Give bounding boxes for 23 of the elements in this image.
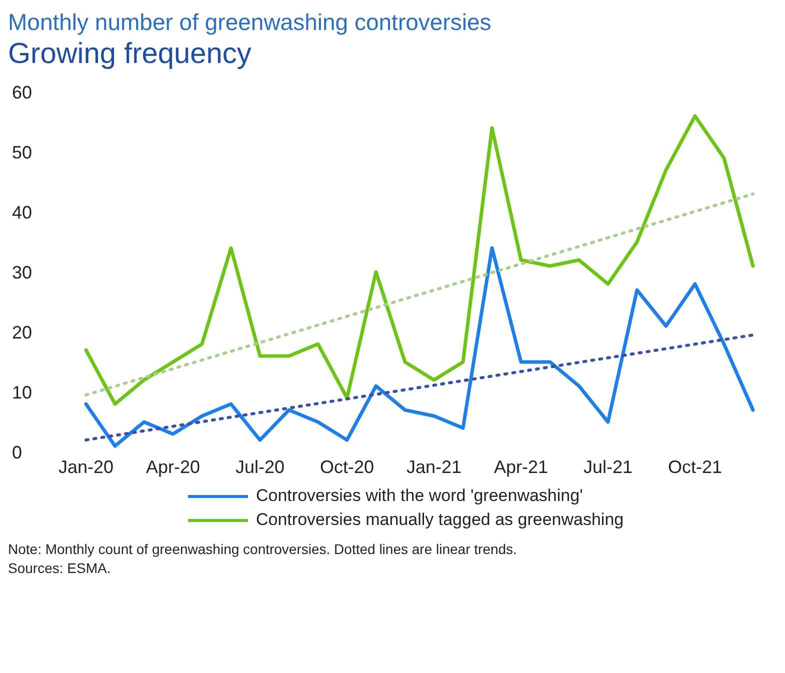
y-tick-label: 30	[12, 262, 32, 282]
legend-label: Controversies with the word 'greenwashing'	[256, 486, 583, 506]
x-tick-label: Jul-21	[583, 456, 633, 477]
chart-title: Monthly number of greenwashing controversies	[8, 8, 492, 36]
y-tick-label: 0	[12, 442, 22, 462]
x-tick-label: Oct-21	[668, 456, 722, 477]
line-series	[84, 246, 755, 448]
x-tick-label: Jul-20	[235, 456, 285, 477]
source-note: Sources: ESMA.	[8, 559, 112, 578]
y-tick-label: 60	[12, 82, 32, 102]
text: Note: Monthly count of greenwashing controversies. Dotted lines are linear trends.	[8, 540, 518, 559]
x-tick-label: Jan-21	[406, 456, 462, 477]
line-series	[84, 114, 755, 406]
y-tick-label: 50	[12, 142, 32, 162]
chart-subtitle: Growing frequency	[8, 37, 252, 72]
x-tick-label: Jan-20	[58, 456, 114, 477]
x-tick-label: Apr-21	[494, 456, 548, 477]
y-tick-label: 40	[12, 202, 32, 222]
legend-label: Controversies manually tagged as greenwashing	[256, 510, 624, 530]
y-tick-label: 10	[12, 382, 32, 402]
x-tick-label: Oct-20	[320, 456, 374, 477]
y-tick-label: 20	[12, 322, 32, 342]
x-tick-label: Apr-20	[146, 456, 200, 477]
